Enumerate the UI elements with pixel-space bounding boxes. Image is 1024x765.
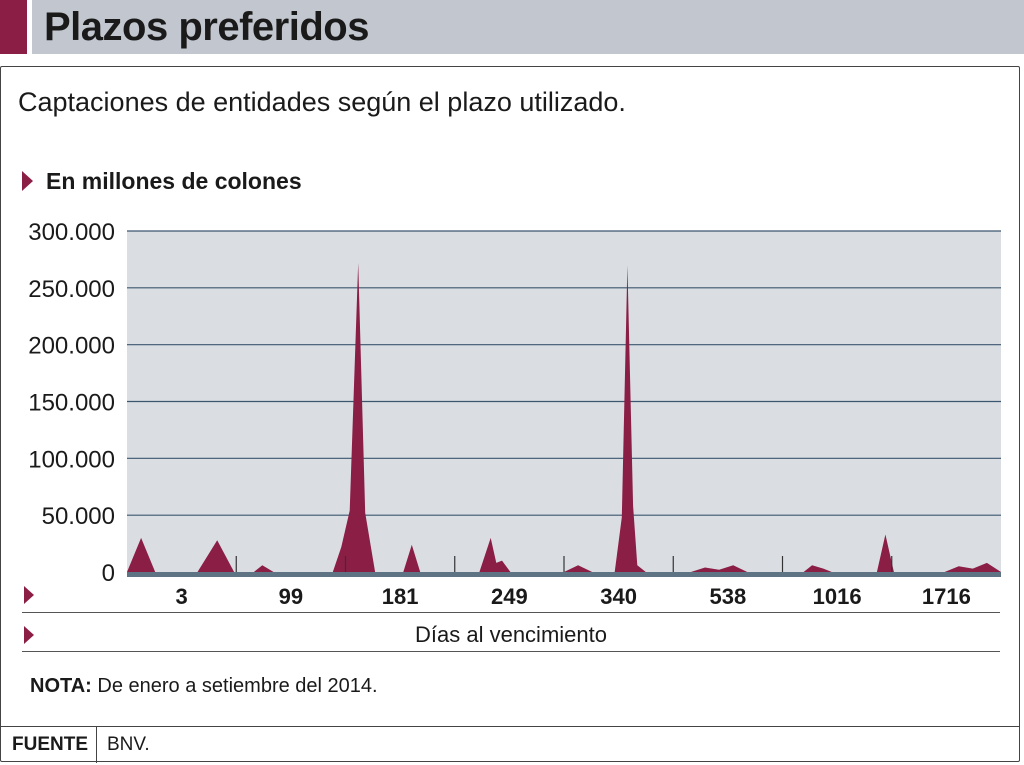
y-tick-label: 100.000 [28,446,115,473]
chart: 0 50.000 100.000 150.000 200.000 250.000 300.0… [24,219,1001,609]
source-divider [96,727,97,763]
y-tick-label: 200.000 [28,333,115,360]
title-bar: Plazos preferidos [0,0,1024,54]
title-background [32,0,1024,54]
chart-frame [0,66,1020,762]
chart-subtitle: Captaciones de entidades según el plazo … [18,87,626,117]
units-arrow-icon [22,171,33,191]
divider-top [22,612,1000,613]
x-tick-label: 340 [600,584,637,609]
x-tick-label: 181 [382,584,419,609]
x-ticks-arrow-icon [24,586,34,604]
source-label: FUENTE [12,734,88,755]
x-tick-label: 3 [176,584,188,609]
y-tick-label: 50.000 [42,503,115,530]
divider-bottom [22,651,1000,652]
x-axis-label: Días al vencimiento [415,622,607,647]
y-tick-label: 0 [102,560,115,587]
y-tick-label: 300.000 [28,219,115,246]
x-tick-label: 1716 [922,584,971,609]
note-text: De enero a setiembre del 2014. [97,675,378,697]
x-tick-label: 1016 [813,584,862,609]
x-tick-label: 99 [279,584,303,609]
title-accent [0,0,27,54]
y-tick-label: 150.000 [28,390,115,417]
page-title: Plazos preferidos [44,5,369,49]
note: NOTA: De enero a setiembre del 2014. [30,672,378,700]
x-tick-label: 249 [491,584,528,609]
source-value: BNV. [107,734,150,755]
units-label: En millones de colones [46,168,302,194]
x-tick-label: 538 [710,584,747,609]
xlabel-arrow-icon [24,626,34,644]
source-row: FUENTE BNV. [0,726,1020,763]
y-tick-label: 250.000 [28,276,115,303]
x-axis-line [127,572,1001,577]
note-label: NOTA: [30,675,92,697]
